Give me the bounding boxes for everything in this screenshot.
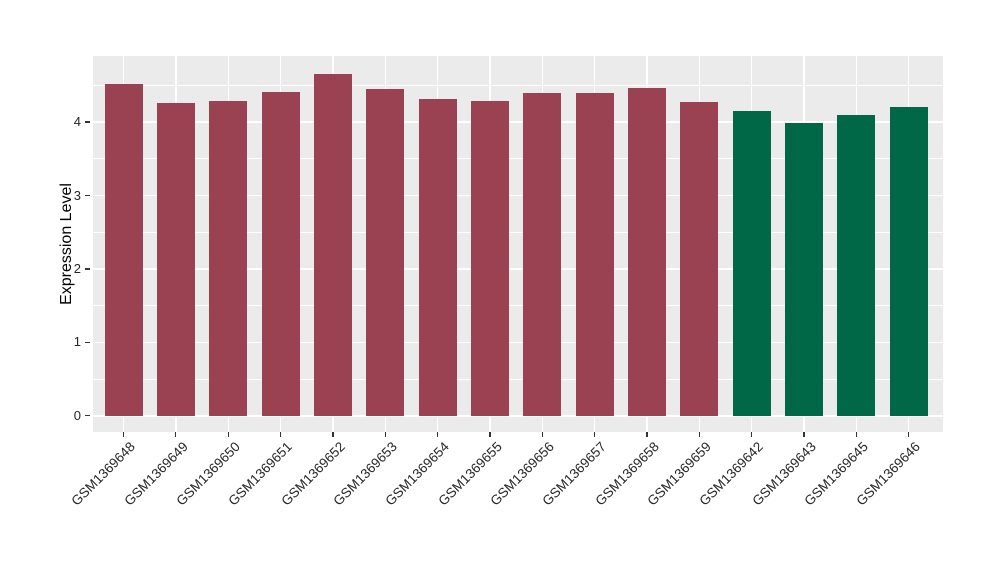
gridline-minor — [93, 158, 943, 160]
bar-GSM1369646 — [889, 106, 928, 416]
x-tick-mark — [175, 432, 177, 437]
gridline-minor — [93, 378, 943, 380]
x-tick-mark — [594, 432, 596, 437]
bar-GSM1369645 — [837, 115, 876, 416]
y-tick-mark — [84, 341, 90, 344]
gridline-minor — [93, 84, 943, 86]
x-tick-mark — [646, 432, 648, 437]
gridline-major — [93, 121, 943, 123]
bar-GSM1369648 — [104, 83, 143, 416]
x-tick-mark — [384, 432, 386, 437]
x-tick-mark — [908, 432, 910, 437]
gridline-minor — [93, 305, 943, 307]
bar-GSM1369655 — [470, 100, 509, 416]
y-tick-label: 3 — [73, 187, 81, 203]
x-tick-mark — [122, 432, 125, 437]
gridline-major — [93, 194, 943, 197]
x-tick-mark — [279, 432, 282, 437]
x-tick-mark — [751, 432, 753, 437]
y-tick-label: 1 — [73, 334, 81, 350]
gridline-minor — [93, 231, 943, 233]
y-tick-mark — [84, 194, 90, 197]
gridline-major — [93, 268, 943, 270]
y-tick-label: 2 — [73, 260, 81, 276]
y-tick-label: 0 — [73, 407, 81, 423]
bar-GSM1369654 — [418, 98, 457, 416]
bar-GSM1369649 — [156, 103, 195, 416]
plot-panel — [93, 56, 943, 432]
bar-GSM1369657 — [575, 92, 614, 416]
bar-GSM1369653 — [366, 89, 405, 416]
x-tick-mark — [803, 432, 805, 437]
x-tick-mark — [436, 432, 439, 437]
bar-GSM1369659 — [680, 102, 719, 416]
bar-GSM1369652 — [313, 73, 352, 416]
x-tick-mark — [489, 432, 491, 437]
y-tick-mark — [84, 415, 90, 417]
x-tick-mark — [855, 432, 858, 437]
x-tick-mark — [227, 432, 229, 437]
x-tick-mark — [332, 432, 334, 437]
bar-GSM1369651 — [261, 91, 300, 416]
x-tick-mark — [698, 432, 700, 437]
bar-GSM1369656 — [523, 92, 562, 416]
y-tick-label: 4 — [73, 114, 81, 130]
bar-GSM1369658 — [628, 88, 666, 416]
y-tick-mark — [84, 268, 90, 270]
bar-GSM1369642 — [732, 111, 771, 416]
bar-GSM1369650 — [209, 100, 248, 416]
x-tick-mark — [541, 432, 543, 437]
y-tick-mark — [84, 121, 90, 123]
gridline-major — [93, 341, 943, 344]
bar-GSM1369643 — [785, 122, 824, 416]
gridline-major — [93, 415, 943, 417]
